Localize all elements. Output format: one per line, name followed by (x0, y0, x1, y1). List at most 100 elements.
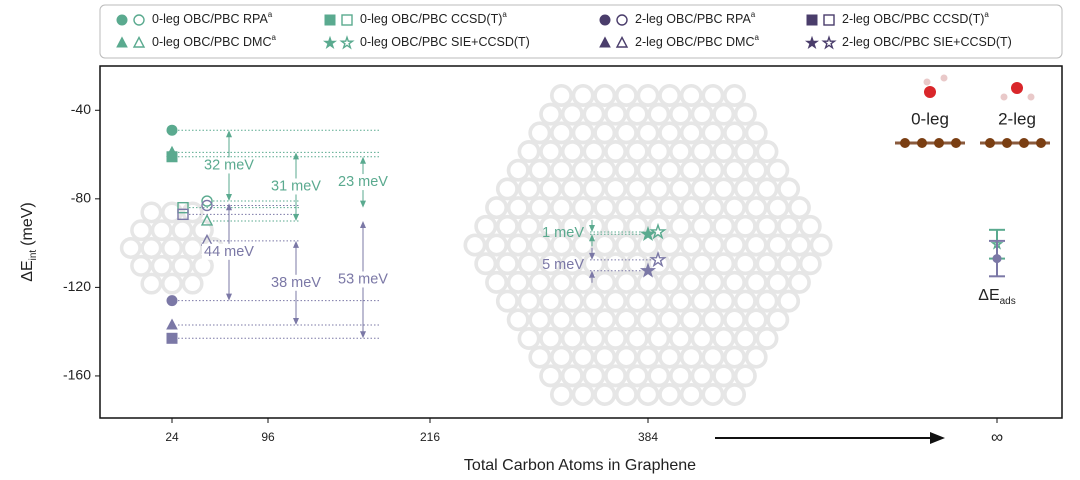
graphene-ring (690, 326, 714, 350)
graphene-ring (668, 177, 692, 201)
graphene-ring (571, 233, 595, 257)
graphene-ring (723, 233, 747, 257)
data-point (166, 318, 178, 330)
graphene-ring (130, 254, 153, 277)
graphene-ring (733, 140, 757, 164)
graphene-ring (517, 214, 541, 238)
graphene-ring (539, 252, 563, 276)
legend-marker (339, 35, 355, 50)
y-axis-sub: int (28, 250, 39, 261)
legend-label: 2-leg OBC/PBC DMCa (635, 33, 759, 49)
legend-label: 2-leg OBC/PBC SIE+CCSD(T) (842, 35, 1012, 49)
graphene-ring (658, 383, 682, 407)
annotation-arrow (589, 247, 595, 283)
legend-label: 0-leg OBC/PBC CCSD(T)a (360, 10, 507, 26)
graphene-ring (723, 121, 747, 145)
legend-name: 0-leg OBC/PBC RPA (152, 12, 268, 26)
x-tick-label: 24 (165, 430, 179, 444)
graphene-ring (593, 196, 617, 220)
graphene-ring (625, 177, 649, 201)
y-tick-label: -80 (71, 190, 91, 206)
data-point (649, 222, 667, 240)
graphene-ring (701, 158, 725, 182)
graphene-ring (636, 270, 660, 294)
graphene-ring (614, 383, 638, 407)
legend-name: 2-leg OBC/PBC DMC (635, 35, 754, 49)
legend-label: 0-leg OBC/PBC RPAa (152, 10, 273, 26)
graphene-ring (539, 214, 563, 238)
graphene-ring (658, 308, 682, 332)
graphene-ring (549, 121, 573, 145)
graphene-ring (744, 196, 768, 220)
legend-name: 0-leg OBC/PBC SIE+CCSD(T) (360, 35, 530, 49)
graphene-ring (130, 219, 153, 242)
arrow-head (589, 225, 595, 233)
graphene-ring (593, 121, 617, 145)
data-point (177, 208, 189, 221)
graphene-ring (744, 158, 768, 182)
graphene-ring (712, 140, 736, 164)
graphene-ring (668, 140, 692, 164)
graphene-ring (755, 289, 779, 313)
graphene-ring (593, 345, 617, 369)
graphene-ring (647, 364, 671, 388)
graphene-ring (701, 383, 725, 407)
legend-label: 0-leg OBC/PBC SIE+CCSD(T) (360, 35, 530, 49)
graphene-ring (733, 289, 757, 313)
graphene-ring (701, 83, 725, 107)
graphene-ring (140, 237, 163, 259)
graphene-ring (658, 233, 682, 257)
graphene-ring (593, 83, 617, 107)
graphene-ring (798, 252, 822, 276)
arrow-head (293, 240, 299, 248)
annotation-label: 1 meV (542, 225, 584, 241)
graphene-ring (506, 233, 530, 257)
arrow-head (293, 318, 299, 326)
legend-marker (133, 14, 145, 26)
graphene-ring (755, 252, 779, 276)
graphene-ring (528, 121, 552, 145)
graphene-ring (647, 289, 671, 313)
graphene-ring (658, 345, 682, 369)
graphene-ring (582, 326, 606, 350)
graphene-ring (636, 383, 660, 407)
y-axis-label: ΔEint (meV) (19, 202, 38, 281)
graphene-ring (647, 177, 671, 201)
graphene-ring (191, 219, 214, 242)
graphene-ring (604, 289, 628, 313)
graphene-ring (658, 196, 682, 220)
legend-note: a (271, 33, 276, 42)
graphene-ring (690, 289, 714, 313)
data-point (649, 250, 667, 268)
data-point (639, 262, 657, 278)
graphene-ring (560, 289, 584, 313)
arrow-head (226, 293, 232, 301)
graphene-ring (150, 254, 173, 277)
graphene-ring (517, 326, 541, 350)
graphene-ring (690, 214, 714, 238)
graphene-ring (181, 272, 204, 295)
graphene-ring (560, 326, 584, 350)
arrow-head (589, 234, 595, 242)
graphene-ring (625, 326, 649, 350)
graphene-ring (571, 158, 595, 182)
graphene-ring (582, 364, 606, 388)
arrow-head (226, 194, 232, 202)
arrow-head (589, 252, 595, 260)
plot-frame (99, 65, 1063, 419)
graphene-ring (140, 201, 163, 224)
graphene-ring (679, 270, 703, 294)
ads-label-part: ads (1000, 296, 1016, 307)
graphene-ring (668, 214, 692, 238)
graphene-ring (506, 308, 530, 332)
annotation-label: 23 meV (338, 174, 388, 190)
graphene-ring (690, 177, 714, 201)
graphene-ring (658, 158, 682, 182)
graphene-ring (549, 158, 573, 182)
graphene-ring (733, 214, 757, 238)
graphene-ring (744, 121, 768, 145)
graphene-ring (528, 308, 552, 332)
ads-point (992, 254, 1002, 264)
graphene-ring (539, 364, 563, 388)
graphene-ring (517, 289, 541, 313)
